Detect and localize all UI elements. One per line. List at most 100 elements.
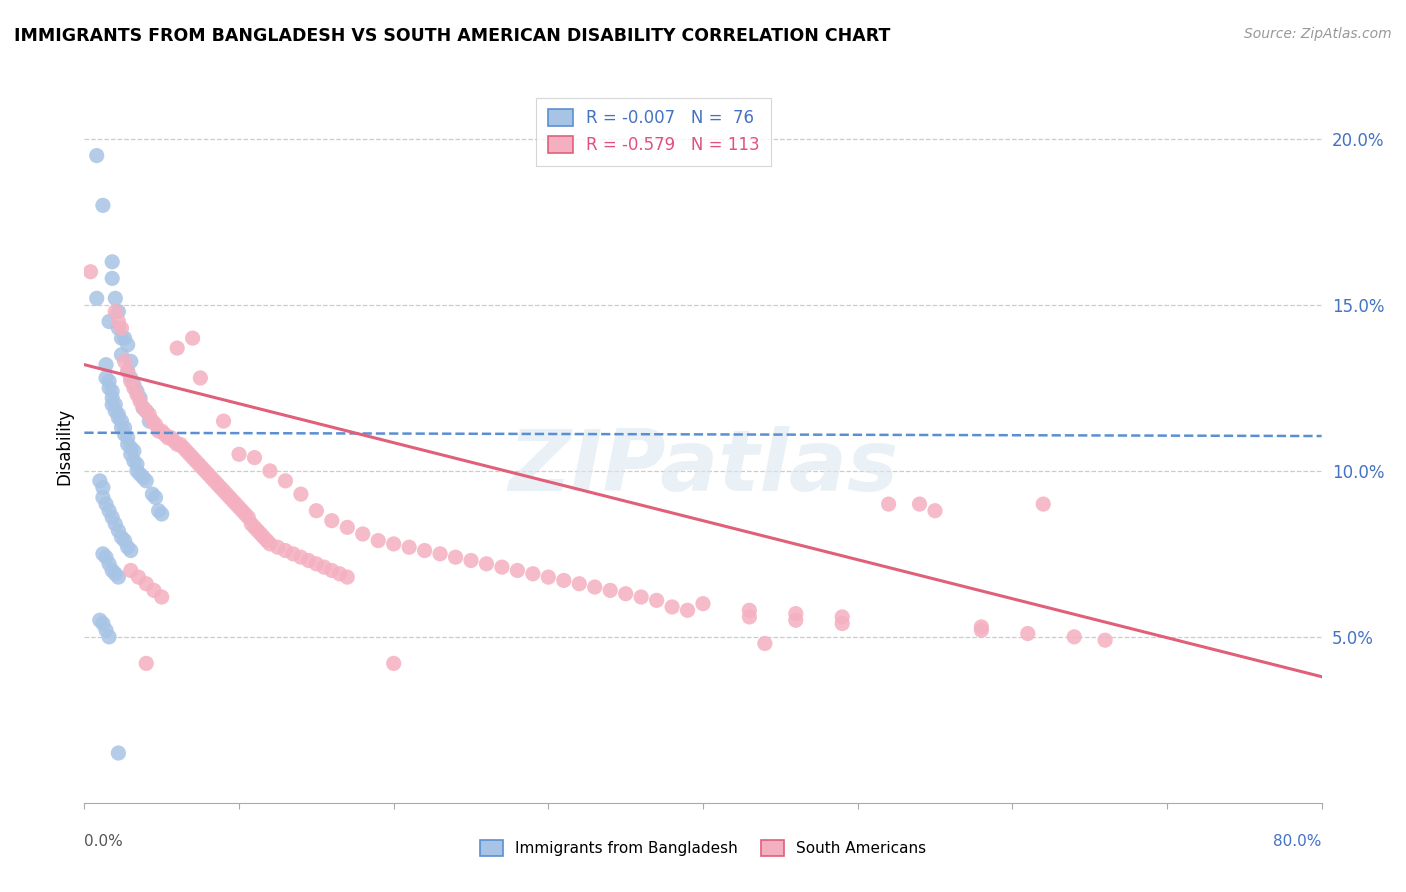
Point bbox=[166, 341, 188, 355]
Point bbox=[218, 491, 240, 505]
Point bbox=[970, 620, 993, 634]
Y-axis label: Disability: Disability bbox=[55, 408, 73, 484]
Point bbox=[172, 441, 194, 455]
Point bbox=[352, 527, 374, 541]
Point bbox=[135, 657, 157, 671]
Point bbox=[785, 613, 807, 627]
Point bbox=[738, 603, 761, 617]
Point bbox=[145, 417, 167, 432]
Point bbox=[184, 454, 207, 468]
Point bbox=[132, 401, 155, 415]
Text: IMMIGRANTS FROM BANGLADESH VS SOUTH AMERICAN DISABILITY CORRELATION CHART: IMMIGRANTS FROM BANGLADESH VS SOUTH AMER… bbox=[14, 27, 890, 45]
Point bbox=[222, 493, 245, 508]
Point bbox=[831, 610, 853, 624]
Point bbox=[382, 657, 405, 671]
Point bbox=[101, 271, 124, 285]
Point bbox=[181, 450, 204, 465]
Point bbox=[156, 431, 179, 445]
Point bbox=[107, 408, 129, 422]
Point bbox=[101, 510, 124, 524]
Point bbox=[267, 540, 290, 554]
Point bbox=[176, 444, 198, 458]
Point bbox=[110, 414, 132, 428]
Point bbox=[94, 497, 117, 511]
Point bbox=[382, 537, 405, 551]
Point bbox=[138, 414, 160, 428]
Point bbox=[630, 590, 652, 604]
Point bbox=[537, 570, 560, 584]
Point bbox=[314, 560, 336, 574]
Point bbox=[101, 564, 124, 578]
Point bbox=[274, 543, 297, 558]
Point bbox=[738, 610, 761, 624]
Point bbox=[645, 593, 668, 607]
Point bbox=[1032, 497, 1054, 511]
Point bbox=[169, 437, 191, 451]
Point bbox=[91, 481, 114, 495]
Point bbox=[160, 431, 183, 445]
Point bbox=[491, 560, 513, 574]
Point bbox=[110, 530, 132, 544]
Point bbox=[120, 371, 142, 385]
Point bbox=[107, 570, 129, 584]
Point bbox=[259, 537, 281, 551]
Point bbox=[141, 487, 163, 501]
Point bbox=[122, 377, 145, 392]
Point bbox=[305, 504, 328, 518]
Point bbox=[163, 434, 186, 448]
Point bbox=[148, 504, 170, 518]
Point bbox=[135, 404, 157, 418]
Point bbox=[200, 470, 222, 484]
Point bbox=[754, 636, 776, 650]
Point bbox=[321, 514, 343, 528]
Point bbox=[212, 414, 235, 428]
Point bbox=[181, 331, 204, 345]
Point bbox=[143, 583, 166, 598]
Point bbox=[166, 437, 188, 451]
Point bbox=[110, 331, 132, 345]
Point bbox=[98, 557, 121, 571]
Point bbox=[460, 553, 482, 567]
Point bbox=[692, 597, 714, 611]
Point bbox=[110, 421, 132, 435]
Point bbox=[110, 321, 132, 335]
Point bbox=[79, 265, 101, 279]
Point bbox=[187, 457, 209, 471]
Point bbox=[253, 530, 276, 544]
Point bbox=[107, 321, 129, 335]
Point bbox=[553, 574, 575, 588]
Point bbox=[243, 520, 266, 534]
Point bbox=[135, 576, 157, 591]
Point bbox=[86, 291, 108, 305]
Point bbox=[522, 566, 544, 581]
Point bbox=[101, 391, 124, 405]
Point bbox=[91, 198, 114, 212]
Point bbox=[246, 524, 269, 538]
Point bbox=[429, 547, 451, 561]
Point bbox=[231, 504, 253, 518]
Point bbox=[274, 474, 297, 488]
Point bbox=[104, 397, 127, 411]
Point bbox=[98, 504, 121, 518]
Point bbox=[676, 603, 699, 617]
Point bbox=[179, 447, 201, 461]
Point bbox=[283, 547, 305, 561]
Point bbox=[89, 613, 111, 627]
Point bbox=[94, 624, 117, 638]
Point bbox=[209, 481, 232, 495]
Point bbox=[98, 314, 121, 328]
Point bbox=[413, 543, 436, 558]
Point bbox=[91, 547, 114, 561]
Point bbox=[128, 570, 150, 584]
Text: 0.0%: 0.0% bbox=[84, 834, 124, 849]
Point bbox=[298, 553, 321, 567]
Point bbox=[107, 304, 129, 318]
Point bbox=[110, 348, 132, 362]
Point bbox=[120, 354, 142, 368]
Point bbox=[120, 543, 142, 558]
Point bbox=[243, 450, 266, 465]
Point bbox=[94, 358, 117, 372]
Point bbox=[444, 550, 467, 565]
Point bbox=[125, 457, 148, 471]
Text: Source: ZipAtlas.com: Source: ZipAtlas.com bbox=[1244, 27, 1392, 41]
